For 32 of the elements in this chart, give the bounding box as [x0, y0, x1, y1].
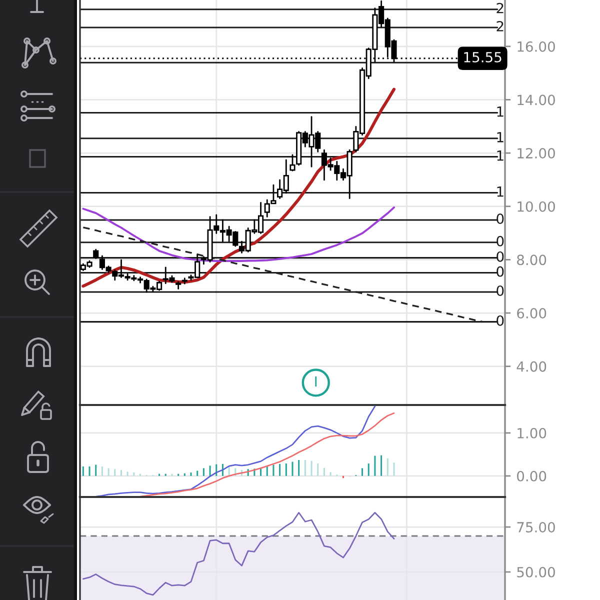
- annotation: 0: [496, 266, 504, 277]
- annotation: 1: [497, 106, 504, 117]
- line-series: [95, 406, 376, 497]
- y-tick-label: 10.00: [518, 201, 555, 212]
- line-series: [82, 206, 395, 262]
- line-series: [140, 412, 395, 497]
- y-tick-label: 0.00: [517, 470, 546, 482]
- y-tick-label: 4.00: [516, 361, 546, 372]
- candlestick: [290, 154, 296, 172]
- annotation: 1: [497, 186, 504, 197]
- y-tick-label: 50.00: [517, 566, 555, 578]
- annotation: 1: [497, 150, 504, 161]
- y-tick-label: 16.00: [518, 41, 555, 52]
- ref-line-label: 15.55: [464, 52, 502, 62]
- line-series: [82, 512, 395, 596]
- annotation: 0: [496, 285, 504, 296]
- candlestick: [182, 278, 188, 284]
- y-tick-label: 75.00: [517, 522, 555, 532]
- annotation: 1: [497, 132, 504, 142]
- line-series: [82, 88, 396, 288]
- annotation: I: [315, 376, 317, 387]
- annotation: 0: [496, 251, 504, 262]
- y-tick-label: 14.00: [518, 94, 555, 106]
- annotation: 0: [496, 213, 504, 224]
- y-tick-label: 12.00: [518, 148, 555, 159]
- y-tick-label: 1.00: [518, 428, 546, 438]
- annotation: 0: [496, 315, 504, 326]
- annotation: 2: [496, 2, 504, 14]
- annotation: 0: [496, 236, 504, 246]
- y-tick-label: 8.00: [517, 254, 546, 266]
- annotation: 2: [496, 20, 504, 32]
- y-tick-label: 6.00: [517, 308, 546, 318]
